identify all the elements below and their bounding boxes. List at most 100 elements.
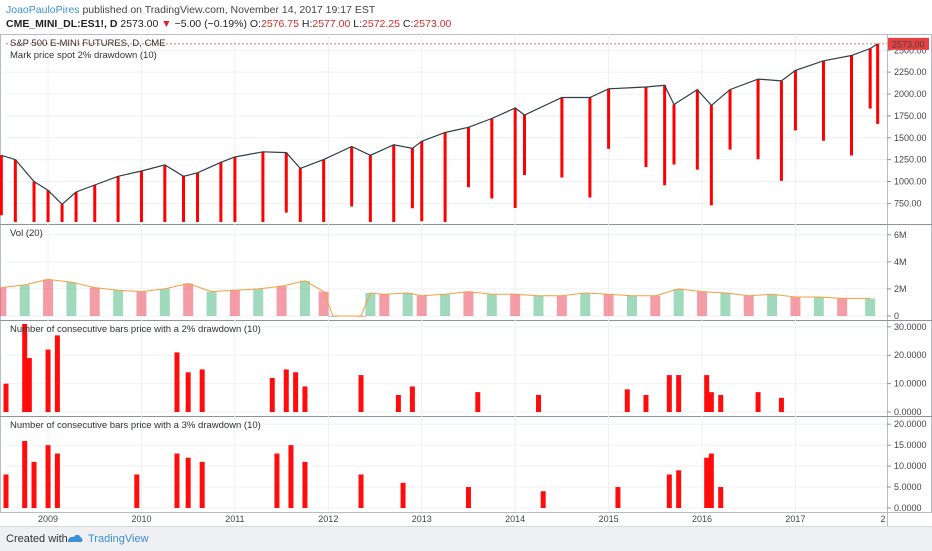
drawdown-count-bar: [22, 440, 28, 508]
tradingview-logo-icon: [68, 534, 83, 542]
value-tick-label: 2250.00: [894, 67, 927, 77]
footer-bar: Created with TradingView: [0, 526, 932, 551]
pane-title: Vol (20): [10, 228, 43, 239]
drawdown-count-bar: [395, 394, 401, 412]
value-tick-label: 10.0000: [894, 461, 927, 471]
value-tick-label: 0.0000: [894, 407, 922, 417]
close-label: C:: [402, 18, 414, 30]
volume-bar: [253, 288, 264, 316]
value-tick-label: 6M: [894, 230, 907, 240]
drawdown-count-bar: [199, 461, 205, 508]
drawdown-count-bar: [540, 491, 546, 508]
drawdown-count-bar: [199, 369, 205, 412]
symbol-name[interactable]: CME_MINI_DL:ES1!, D: [6, 18, 118, 30]
drawdown-count-bar: [409, 386, 415, 412]
pane-title: Number of consecutive bars price with a …: [10, 324, 261, 335]
drawdown-count-bar: [666, 474, 672, 508]
drawdown-count-bar: [54, 335, 60, 412]
time-tick-label: 2: [880, 514, 885, 524]
volume-bar: [510, 294, 521, 316]
value-tick-label: 0: [894, 311, 899, 321]
volume-bar: [697, 291, 708, 316]
value-tick-label: 2M: [894, 284, 907, 294]
drawdown-count-bar: [185, 457, 191, 508]
volume-bar: [19, 284, 30, 316]
drawdown-count-bar: [475, 392, 481, 412]
time-tick-label: 2015: [599, 514, 619, 524]
drawdown-count-bar: [676, 375, 682, 412]
high-label: H:: [301, 18, 313, 30]
volume-bar: [767, 294, 778, 316]
time-tick-label: 2009: [38, 514, 58, 524]
drawdown-count-bar: [302, 461, 308, 508]
drawdown-count-bar: [624, 389, 630, 412]
value-tick-label: 5.0000: [894, 482, 922, 492]
drawdown-count-bar: [174, 453, 180, 508]
drawdown-count-bar: [358, 474, 364, 508]
drawdown-count-bar: [288, 445, 294, 508]
value-tick-label: 20.0000: [894, 350, 927, 360]
high-value: 2577.00: [312, 18, 351, 30]
value-tick-label: 2500.00: [894, 45, 927, 55]
close-value: 2573.00: [413, 18, 452, 30]
value-tick-label: 30.0000: [894, 322, 927, 332]
value-tick-label: 1500.00: [894, 133, 927, 143]
chart-frame: [0, 34, 932, 513]
volume-bar: [673, 288, 684, 316]
down-arrow-icon: ▼: [161, 18, 172, 30]
drawdown-count-bar: [3, 474, 9, 508]
author-link[interactable]: JoaoPauloPires: [6, 4, 80, 16]
volume-bar: [440, 294, 451, 316]
drawdown-count-bar: [778, 397, 784, 412]
drawdown-count-bar: [718, 487, 724, 508]
drawdown-count-bar: [718, 394, 724, 412]
volume-bar: [66, 282, 77, 316]
time-tick-label: 2016: [692, 514, 712, 524]
value-tick-label: 4M: [894, 257, 907, 267]
volume-bar: [136, 291, 147, 316]
value-tick-label: 1250.00: [894, 155, 927, 165]
value-tick-label: 0.0000: [894, 503, 922, 513]
volume-bar: [183, 283, 194, 316]
value-tick-label: 20.0000: [894, 419, 927, 429]
drawdown-count-bar: [708, 453, 714, 508]
drawdown-count-bar: [54, 453, 60, 508]
drawdown-count-bar: [704, 457, 710, 508]
time-tick-label: 2014: [505, 514, 525, 524]
last-price: 2573.00: [120, 18, 159, 30]
drawdown-count-bar: [26, 358, 32, 412]
value-tick-label: 1750.00: [894, 111, 927, 121]
drawdown-count-bar: [643, 394, 649, 412]
drawdown-count-bar: [174, 352, 180, 412]
drawdown-count-bar: [676, 470, 682, 508]
drawdown-count-bar: [465, 487, 471, 508]
drawdown-count-bar: [45, 349, 51, 412]
drawdown-count-bar: [293, 372, 299, 412]
volume-bar: [318, 291, 329, 316]
symbol-line: CME_MINI_DL:ES1!, D 2573.00 ▼ −5.00 (−0.…: [6, 18, 451, 30]
volume-bar: [113, 290, 124, 316]
last-price-tag-label: 2573.00: [892, 39, 925, 49]
drawdown-count-bar: [283, 369, 289, 412]
drawdown-count-bar: [755, 392, 761, 412]
chart-canvas[interactable]: 2009 2010 2011 2012 2013 2014 2015 2016 2017 2 750…: [0, 0, 932, 526]
volume-bar: [159, 288, 170, 316]
volume-bar: [402, 292, 413, 316]
volume-bar: [416, 295, 427, 316]
price-line: [1, 43, 879, 206]
volume-bar: [837, 298, 848, 316]
volume-bar: [626, 295, 637, 316]
drawdown-count-bar: [134, 474, 140, 508]
drawdown-count-bar: [302, 386, 308, 412]
tradingview-brand[interactable]: TradingView: [88, 533, 149, 545]
time-tick-label: 2013: [412, 514, 432, 524]
drawdown-count-bar: [708, 392, 714, 412]
pane-title: Number of consecutive bars price with a …: [10, 420, 261, 431]
volume-bar: [813, 297, 824, 316]
volume-bar: [0, 287, 7, 316]
value-tick-label: 15.0000: [894, 440, 927, 450]
value-tick-label: 750.00: [894, 198, 922, 208]
publish-line: JoaoPauloPires published on TradingView.…: [6, 4, 375, 16]
low-value: 2572.25: [362, 18, 400, 30]
volume-bar: [276, 286, 287, 316]
